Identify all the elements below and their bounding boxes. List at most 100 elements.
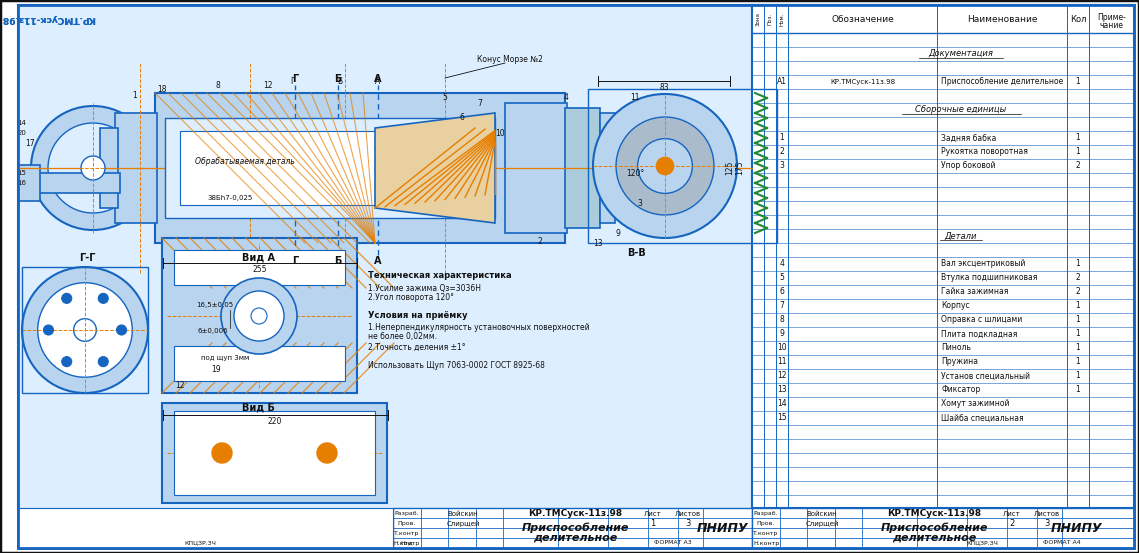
Text: Кол: Кол xyxy=(1070,14,1087,23)
Text: Конус Морзе №2: Конус Морзе №2 xyxy=(477,55,543,65)
Text: Обозначение: Обозначение xyxy=(831,14,894,23)
Bar xyxy=(174,250,345,285)
Text: А: А xyxy=(376,76,380,86)
Circle shape xyxy=(22,267,148,393)
Text: Листов: Листов xyxy=(675,511,702,517)
Text: 3: 3 xyxy=(686,519,690,529)
Text: КР.ТМСуск-11з.98: КР.ТМСуск-11з.98 xyxy=(830,79,895,85)
Text: 12: 12 xyxy=(777,372,787,380)
Circle shape xyxy=(81,156,105,180)
Text: КПЦЗР.ЗЧ: КПЦЗР.ЗЧ xyxy=(966,540,998,545)
Bar xyxy=(18,5,752,508)
Text: А: А xyxy=(375,74,382,84)
Text: не более 0,02мм.: не более 0,02мм. xyxy=(368,332,437,342)
Text: КР.ТМСуск-11з.98: КР.ТМСуск-11з.98 xyxy=(528,509,622,519)
Bar xyxy=(588,89,777,243)
Text: 20: 20 xyxy=(17,130,26,136)
Text: Войскин: Войскин xyxy=(448,511,478,517)
Text: 16: 16 xyxy=(17,180,26,186)
Text: Фиксатор: Фиксатор xyxy=(941,385,981,394)
Text: Приспособление: Приспособление xyxy=(522,523,629,533)
Text: 2: 2 xyxy=(1075,288,1081,296)
Circle shape xyxy=(233,291,284,341)
Polygon shape xyxy=(375,113,495,223)
Text: Обрабатываемая деталь: Обрабатываемая деталь xyxy=(195,156,295,165)
Text: Т.контр: Т.контр xyxy=(394,531,419,536)
Circle shape xyxy=(251,308,267,324)
Text: под щуп 3мм: под щуп 3мм xyxy=(200,355,249,361)
Text: 1: 1 xyxy=(1075,133,1081,143)
Text: Н.контр: Н.контр xyxy=(394,540,420,545)
Text: 4: 4 xyxy=(564,92,568,102)
Circle shape xyxy=(48,123,138,213)
Text: 1: 1 xyxy=(1075,343,1081,352)
Text: Б: Б xyxy=(335,74,342,84)
Text: КР.ТМСуск-11з.98: КР.ТМСуск-11з.98 xyxy=(1,13,95,23)
Text: Условия на приёмку: Условия на приёмку xyxy=(368,310,467,320)
Text: 14: 14 xyxy=(17,120,26,126)
Circle shape xyxy=(616,117,714,215)
Text: 83: 83 xyxy=(659,84,669,92)
Text: ПНИПУ: ПНИПУ xyxy=(697,521,748,535)
Text: Плита подкладная: Плита подкладная xyxy=(941,330,1017,338)
Text: 19: 19 xyxy=(211,366,221,374)
Text: 1: 1 xyxy=(1075,372,1081,380)
Text: Ном.: Ном. xyxy=(779,12,785,25)
Text: 220: 220 xyxy=(268,418,282,426)
Bar xyxy=(565,108,600,228)
Text: 1: 1 xyxy=(650,519,656,529)
Bar xyxy=(100,128,118,208)
Bar xyxy=(600,113,615,223)
Text: 15: 15 xyxy=(777,414,787,422)
Text: Войскин: Войскин xyxy=(806,511,837,517)
Text: 1: 1 xyxy=(1075,148,1081,156)
Text: Зона: Зона xyxy=(755,12,761,26)
Text: А1: А1 xyxy=(777,77,787,86)
Text: 1: 1 xyxy=(1075,77,1081,86)
Text: 13: 13 xyxy=(593,238,603,248)
Circle shape xyxy=(74,319,97,341)
Text: Оправка с шлицами: Оправка с шлицами xyxy=(941,316,1022,325)
Text: 38Бh7-0,025: 38Бh7-0,025 xyxy=(207,195,253,201)
Text: Пров.: Пров. xyxy=(756,521,776,526)
Text: 1: 1 xyxy=(1075,357,1081,367)
Bar xyxy=(162,403,387,503)
Circle shape xyxy=(593,94,737,238)
Text: Использовать Щуп 7063-0002 ГОСТ 8925-68: Использовать Щуп 7063-0002 ГОСТ 8925-68 xyxy=(368,361,544,369)
Text: Слирщей: Слирщей xyxy=(805,521,838,527)
Text: 3: 3 xyxy=(1044,519,1050,529)
Text: Г: Г xyxy=(292,256,298,266)
Text: Хомут зажимной: Хомут зажимной xyxy=(941,399,1009,409)
Text: 3: 3 xyxy=(638,199,642,207)
Circle shape xyxy=(62,357,72,367)
Text: Т.контр: Т.контр xyxy=(753,531,779,536)
Text: Б: Б xyxy=(337,76,343,86)
Text: Документация: Документация xyxy=(928,50,993,59)
Bar xyxy=(165,118,495,218)
Text: 3: 3 xyxy=(779,161,785,170)
Text: Наименование: Наименование xyxy=(967,14,1038,23)
Text: 1: 1 xyxy=(1075,330,1081,338)
Text: В-В: В-В xyxy=(626,248,646,258)
Text: Б: Б xyxy=(335,256,342,266)
Bar xyxy=(174,346,345,381)
Text: 1: 1 xyxy=(132,91,138,101)
Text: 1: 1 xyxy=(1075,316,1081,325)
Text: 11: 11 xyxy=(777,357,787,367)
Text: делительное: делительное xyxy=(892,533,976,543)
Text: 2.Точность деления ±1°: 2.Точность деления ±1° xyxy=(368,342,466,352)
Text: 1: 1 xyxy=(1075,385,1081,394)
Text: Упор боковой: Упор боковой xyxy=(941,161,995,170)
Circle shape xyxy=(221,278,297,354)
Bar xyxy=(752,5,1134,508)
Text: 2: 2 xyxy=(779,148,785,156)
Text: Г-Г: Г-Г xyxy=(79,253,96,263)
Text: Техническая характеристика: Техническая характеристика xyxy=(368,270,511,279)
Text: 1: 1 xyxy=(779,133,785,143)
Text: Разраб.: Разраб. xyxy=(754,512,778,517)
Text: Сборочные единицы: Сборочные единицы xyxy=(916,106,1007,114)
Text: 2: 2 xyxy=(1075,161,1081,170)
Text: 255: 255 xyxy=(253,265,268,274)
Bar xyxy=(752,5,1134,508)
Text: Корпус: Корпус xyxy=(941,301,969,310)
